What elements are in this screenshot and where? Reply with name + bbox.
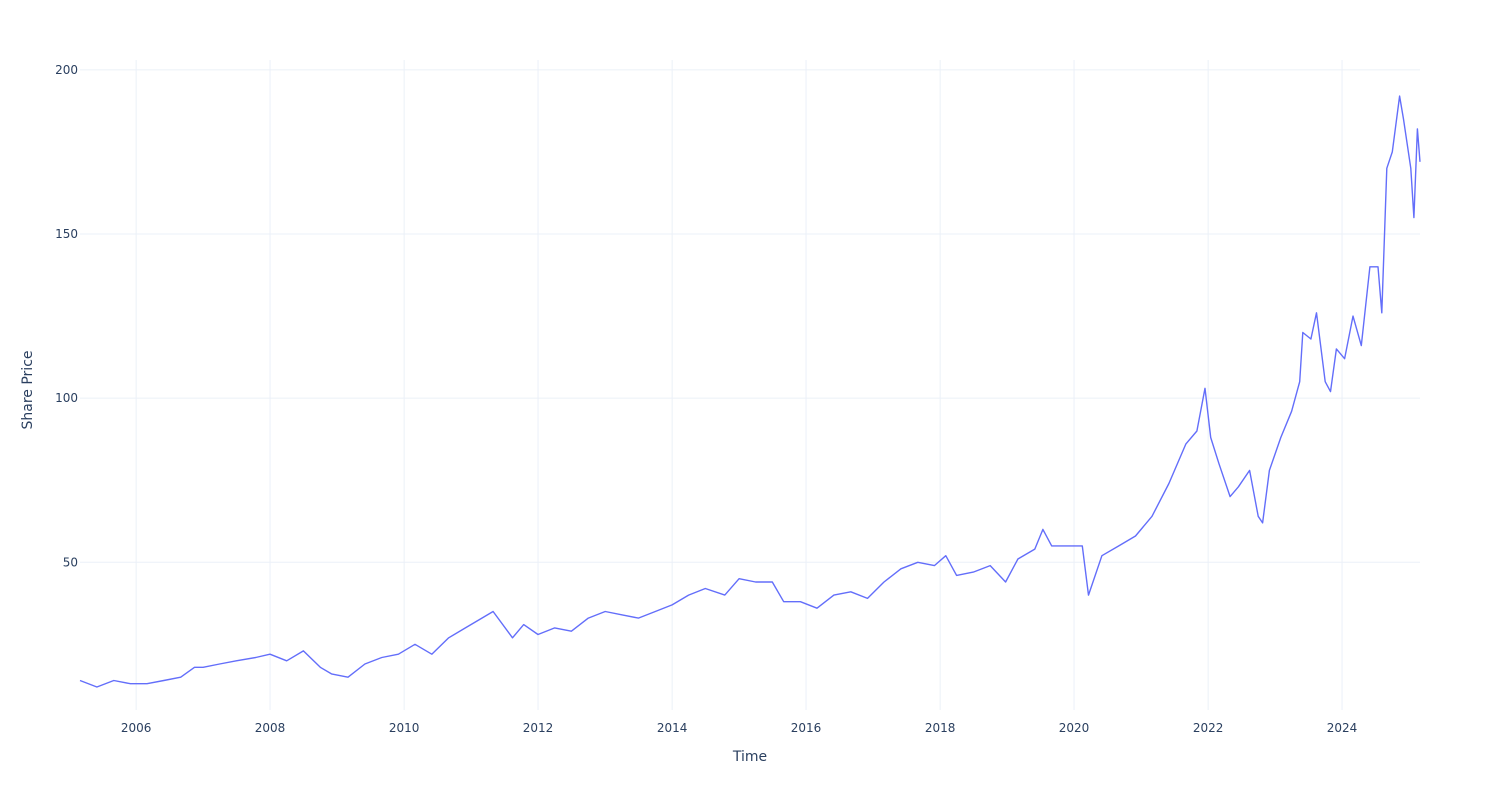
x-tick-label: 2018 — [925, 721, 956, 735]
x-tick-label: 2010 — [389, 721, 420, 735]
x-axis-title: Time — [732, 749, 767, 765]
y-tick-label: 100 — [55, 391, 78, 405]
y-tick-label: 50 — [63, 555, 78, 569]
x-tick-label: 2008 — [255, 721, 286, 735]
y-tick-label: 150 — [55, 227, 78, 241]
y-axis-title: Share Price — [20, 350, 36, 429]
x-tick-label: 2022 — [1193, 721, 1224, 735]
x-tick-label: 2024 — [1327, 721, 1358, 735]
x-tick-label: 2014 — [657, 721, 688, 735]
x-tick-label: 2006 — [121, 721, 152, 735]
x-tick-label: 2016 — [791, 721, 822, 735]
share-price-line — [79, 95, 1421, 688]
x-axis-ticks: 2006 2008 2010 2012 2014 2016 2018 2020 2022 2024 — [121, 721, 1357, 735]
x-tick-label: 2012 — [523, 721, 554, 735]
y-axis-ticks: 50 100 150 200 — [55, 63, 78, 569]
y-tick-label: 200 — [55, 63, 78, 77]
x-tick-label: 2020 — [1059, 721, 1090, 735]
gridlines — [80, 60, 1420, 710]
